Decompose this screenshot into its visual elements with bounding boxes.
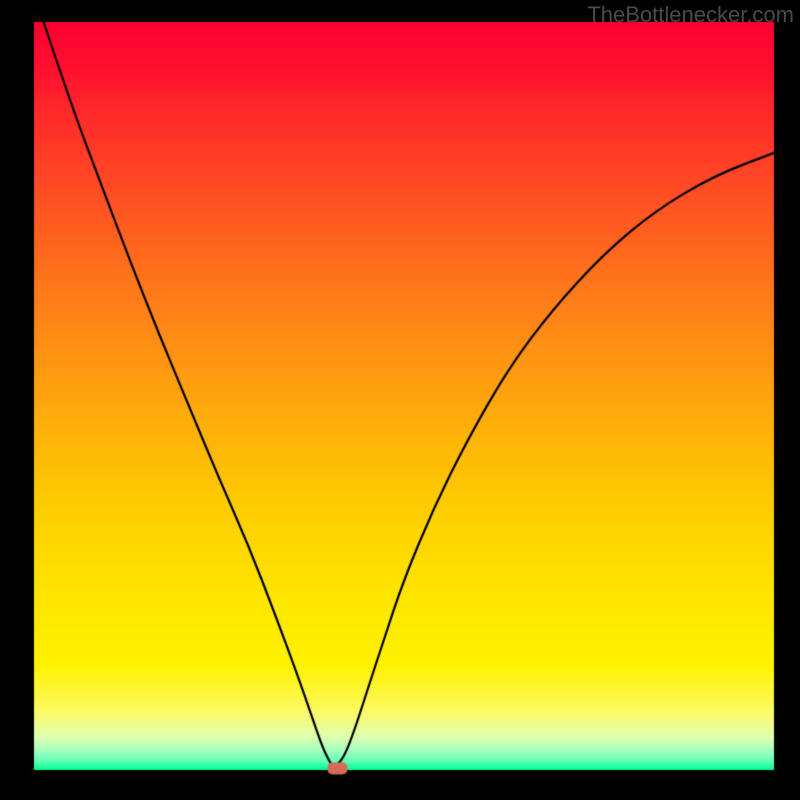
bottleneck-chart-canvas — [0, 0, 800, 800]
chart-container: TheBottlenecker.com — [0, 0, 800, 800]
watermark-text: TheBottlenecker.com — [587, 0, 800, 28]
